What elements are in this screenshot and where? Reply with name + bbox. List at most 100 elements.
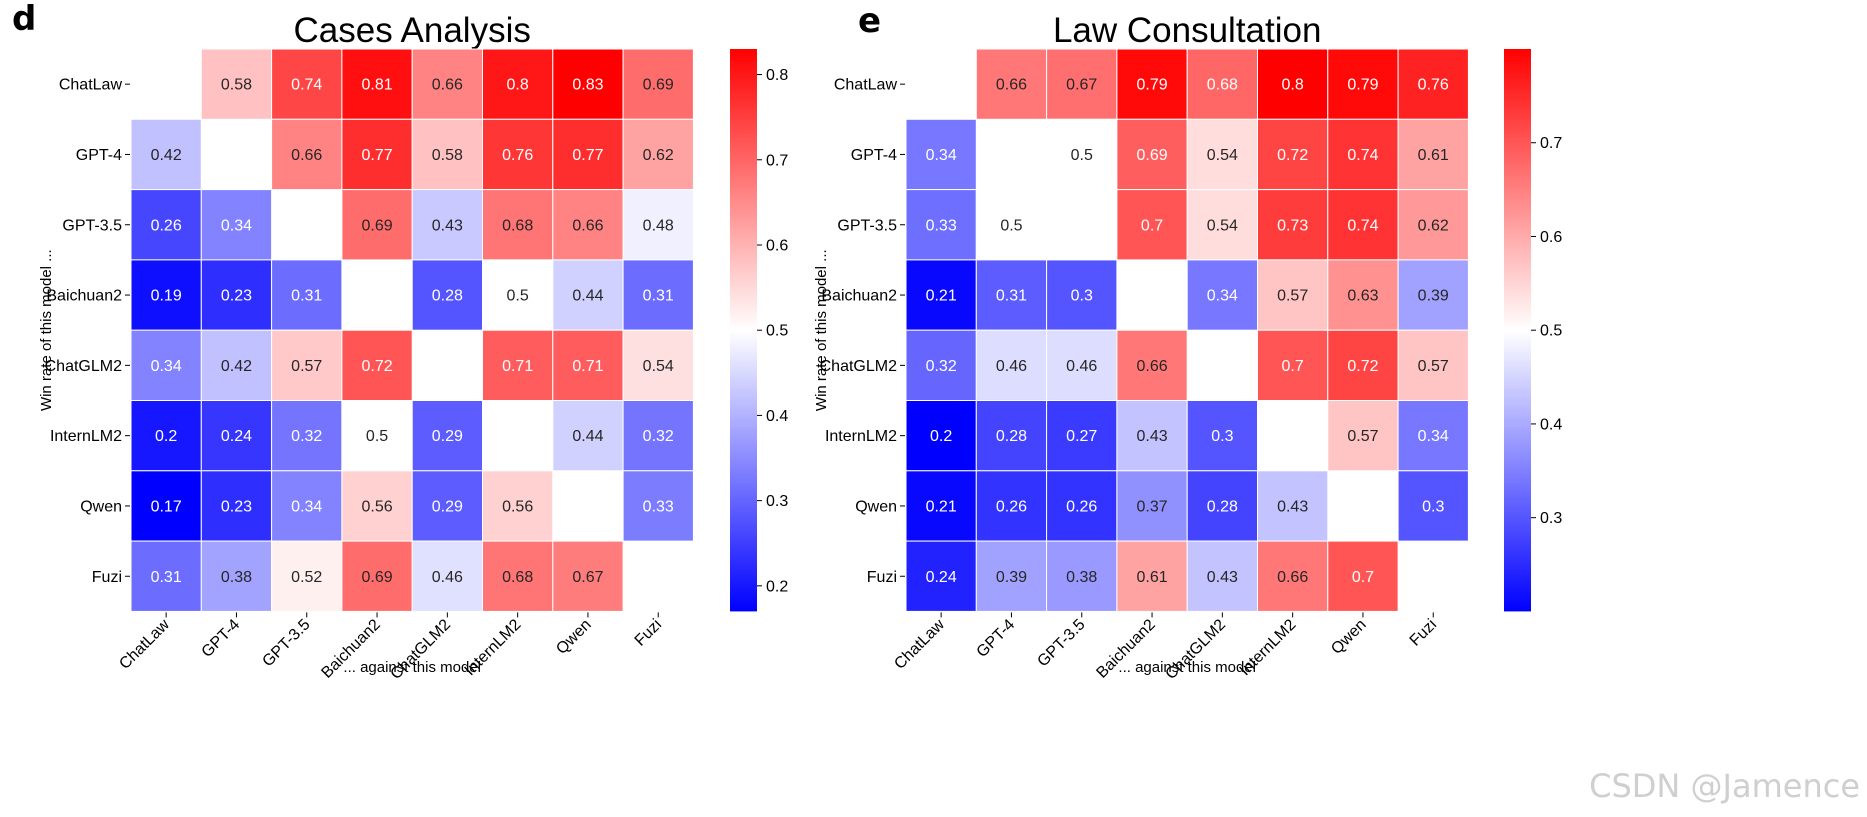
colorbar-tick-label: 0.8 xyxy=(766,67,788,84)
cell-baichuan2-vs-gpt-4 xyxy=(200,259,273,331)
cell-gpt-4-vs-chatlaw xyxy=(130,118,202,191)
cell-value-label: 0.34 xyxy=(1207,288,1238,305)
cell-baichuan2-vs-chatlaw xyxy=(905,259,977,331)
cell-value-label: 0.43 xyxy=(1136,428,1167,445)
heatmap-panel-law-consultation: e Law Consultation 0.66 0.67 0.79 0.68 0.8 0.79… xyxy=(813,1,1562,683)
cell-baichuan2-vs-qwen xyxy=(552,259,624,331)
cell-fuzi-vs-qwen xyxy=(552,540,624,612)
cell-gpt-4-vs-baichuan2 xyxy=(341,118,413,191)
colorbar-tick-label: 0.3 xyxy=(766,493,788,510)
cell-chatlaw-vs-chatglm2 xyxy=(1186,48,1258,120)
cell-internlm2-vs-qwen xyxy=(552,400,624,472)
colorbar-tick-label: 0.6 xyxy=(766,237,788,254)
x-tick-label-qwen: Qwen xyxy=(1328,616,1370,658)
cell-value-label: 0.58 xyxy=(221,77,252,94)
cell-value-label: 0.31 xyxy=(151,569,182,586)
cell-value-label: 0.72 xyxy=(1347,358,1378,375)
cell-value-label: 0.54 xyxy=(1207,217,1238,234)
cell-qwen-vs-chatlaw xyxy=(130,470,202,542)
cell-value-label: 0.28 xyxy=(996,428,1027,445)
cell-value-label: 0.76 xyxy=(1418,77,1449,94)
y-axis-label: Win rate of this model ... xyxy=(38,249,55,411)
cell-internlm2-vs-chatglm2 xyxy=(1186,400,1258,472)
cell-fuzi-vs-chatglm2 xyxy=(411,540,484,612)
cell-chatlaw-vs-gpt-3-5 xyxy=(1046,48,1118,120)
cell-value-label: 0.21 xyxy=(926,498,957,515)
cell-value-label: 0.32 xyxy=(926,358,957,375)
cell-fuzi-vs-baichuan2 xyxy=(1116,540,1188,612)
cell-value-label: 0.21 xyxy=(926,288,957,305)
cell-chatglm2-vs-gpt-3-5 xyxy=(1046,329,1118,402)
cell-gpt-3-5-vs-chatglm2 xyxy=(411,189,484,261)
cell-fuzi-vs-gpt-4 xyxy=(975,540,1048,612)
cell-chatlaw-vs-qwen xyxy=(552,48,624,120)
cell-internlm2-vs-fuzi xyxy=(1397,400,1469,472)
colorbar-tick-label: 0.4 xyxy=(1540,416,1562,433)
cell-chatlaw-vs-gpt-3-5 xyxy=(271,48,343,120)
cell-fuzi-vs-internlm2 xyxy=(482,540,554,612)
cell-gpt-4-vs-baichuan2 xyxy=(1116,118,1188,191)
cell-chatlaw-vs-gpt-4 xyxy=(200,48,273,120)
cell-value-label: 0.43 xyxy=(1207,569,1238,586)
cell-gpt-3-5-vs-internlm2 xyxy=(482,189,554,261)
cell-gpt-3-5-vs-qwen xyxy=(552,189,624,261)
cell-value-label: 0.43 xyxy=(1277,498,1308,515)
cell-fuzi-vs-internlm2 xyxy=(1257,540,1329,612)
cell-internlm2-vs-gpt-3-5 xyxy=(271,400,343,472)
y-tick-label-gpt-4: GPT-4 xyxy=(76,147,122,164)
cell-value-label: 0.54 xyxy=(643,358,674,375)
x-axis-label: ... against this model xyxy=(343,659,481,676)
cell-value-label: 0.76 xyxy=(502,147,533,164)
cell-internlm2-vs-gpt-4 xyxy=(975,400,1048,472)
chart-title: Law Consultation xyxy=(1053,11,1322,50)
colorbar-tick-label: 0.5 xyxy=(1540,323,1562,340)
cell-value-label: 0.5 xyxy=(366,428,388,445)
cell-value-label: 0.66 xyxy=(1136,358,1167,375)
colorbar-tick-label: 0.5 xyxy=(766,323,788,340)
cell-value-label: 0.77 xyxy=(361,147,392,164)
cell-gpt-3-5-vs-baichuan2 xyxy=(341,189,413,261)
cell-value-label: 0.44 xyxy=(572,428,603,445)
cell-gpt-4-vs-internlm2 xyxy=(482,118,554,191)
cell-value-label: 0.38 xyxy=(221,569,252,586)
cell-gpt-3-5-vs-chatlaw xyxy=(905,189,977,261)
cell-value-label: 0.38 xyxy=(1066,569,1097,586)
cell-value-label: 0.56 xyxy=(361,498,392,515)
cell-value-label: 0.79 xyxy=(1136,77,1167,94)
cell-value-label: 0.33 xyxy=(926,217,957,234)
cell-value-label: 0.74 xyxy=(291,77,322,94)
cell-value-label: 0.2 xyxy=(155,428,177,445)
cell-value-label: 0.33 xyxy=(643,498,674,515)
cell-value-label: 0.28 xyxy=(1207,498,1238,515)
cell-value-label: 0.46 xyxy=(996,358,1027,375)
y-tick-label-qwen: Qwen xyxy=(855,498,897,515)
cell-qwen-vs-gpt-3-5 xyxy=(1046,470,1118,542)
cell-gpt-4-vs-internlm2 xyxy=(1257,118,1329,191)
y-tick-label-internlm2: InternLM2 xyxy=(50,428,122,445)
cell-internlm2-vs-chatlaw xyxy=(130,400,202,472)
cell-value-label: 0.74 xyxy=(1347,147,1378,164)
cell-qwen-vs-chatglm2 xyxy=(411,470,484,542)
cell-value-label: 0.39 xyxy=(996,569,1027,586)
x-axis-label: ... against this model xyxy=(1118,659,1256,676)
cell-value-label: 0.24 xyxy=(221,428,252,445)
cell-value-label: 0.83 xyxy=(572,77,603,94)
cell-value-label: 0.28 xyxy=(432,288,463,305)
cell-value-label: 0.2 xyxy=(930,428,952,445)
cell-value-label: 0.3 xyxy=(1422,498,1444,515)
y-tick-label-fuzi: Fuzi xyxy=(92,569,122,586)
cell-value-label: 0.57 xyxy=(1347,428,1378,445)
colorbar-tick-label: 0.4 xyxy=(766,408,788,425)
cell-gpt-4-vs-qwen xyxy=(1327,118,1399,191)
cell-value-label: 0.8 xyxy=(507,77,529,94)
cell-value-label: 0.68 xyxy=(502,217,533,234)
cell-fuzi-vs-gpt-4 xyxy=(200,540,273,612)
cell-value-label: 0.17 xyxy=(151,498,182,515)
cell-value-label: 0.34 xyxy=(291,498,322,515)
cell-value-label: 0.5 xyxy=(1071,147,1093,164)
cell-value-label: 0.34 xyxy=(926,147,957,164)
x-tick-label-gpt-3-5: GPT-3.5 xyxy=(1034,616,1088,670)
cell-value-label: 0.74 xyxy=(1347,217,1378,234)
colorbar-tick-label: 0.3 xyxy=(1540,510,1562,527)
cell-qwen-vs-fuzi xyxy=(1397,470,1469,542)
